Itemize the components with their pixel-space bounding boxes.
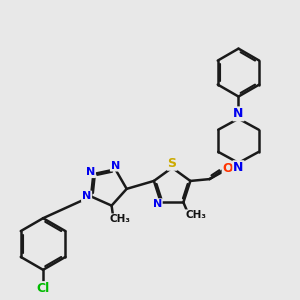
Text: N: N xyxy=(233,161,244,174)
Text: N: N xyxy=(82,191,91,202)
Text: CH₃: CH₃ xyxy=(110,214,130,224)
Text: Cl: Cl xyxy=(37,282,50,295)
Text: N: N xyxy=(111,161,120,171)
Text: N: N xyxy=(233,107,244,120)
Text: N: N xyxy=(152,199,162,209)
Text: CH₃: CH₃ xyxy=(185,210,206,220)
Text: O: O xyxy=(223,162,233,175)
Text: N: N xyxy=(86,167,95,177)
Text: S: S xyxy=(168,157,177,170)
